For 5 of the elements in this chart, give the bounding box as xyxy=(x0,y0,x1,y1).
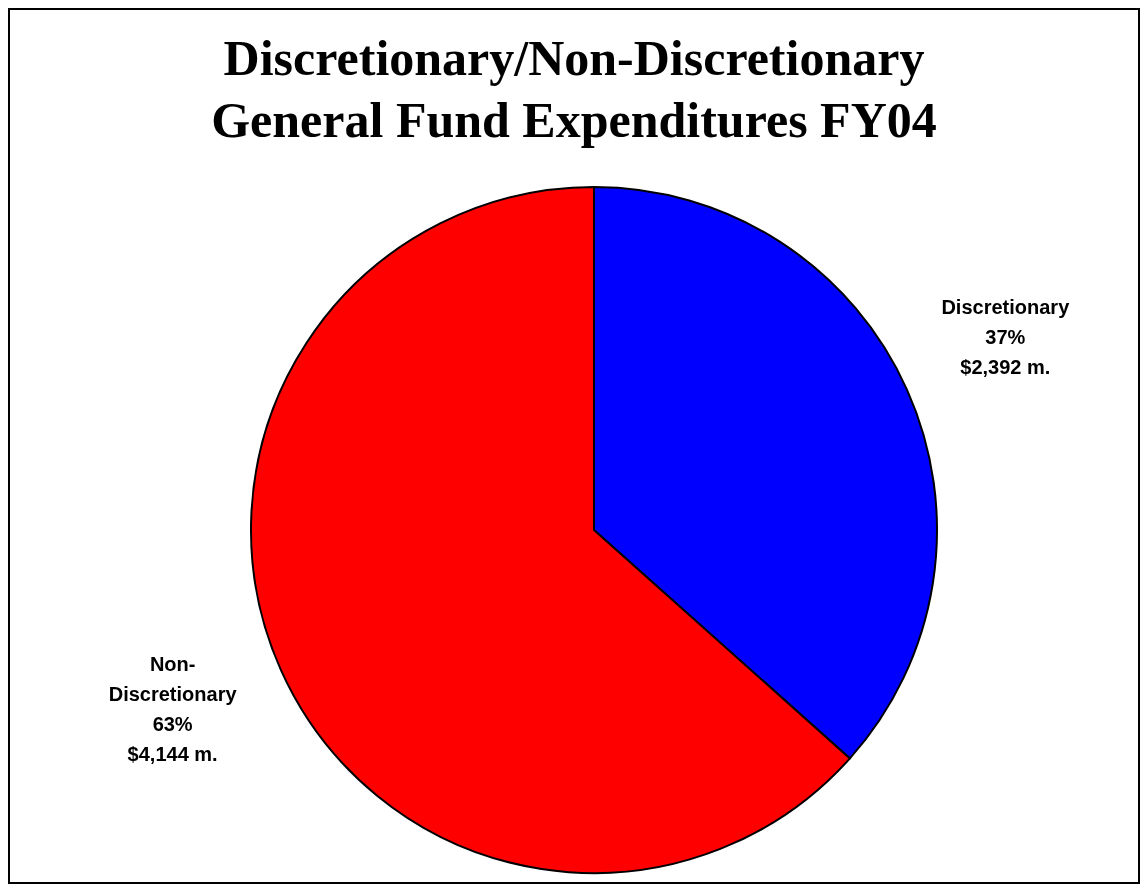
data-label: 37% $2,392 m. xyxy=(960,325,1051,378)
slice-label: Discretionary xyxy=(941,295,1071,318)
data-label: 63% $4,144 m. xyxy=(127,713,218,766)
slice-label: Non-Discretionary xyxy=(108,653,238,706)
chart-title: Discretionary/Non-Discretionary General Fund Expenditures FY04 xyxy=(211,29,937,150)
